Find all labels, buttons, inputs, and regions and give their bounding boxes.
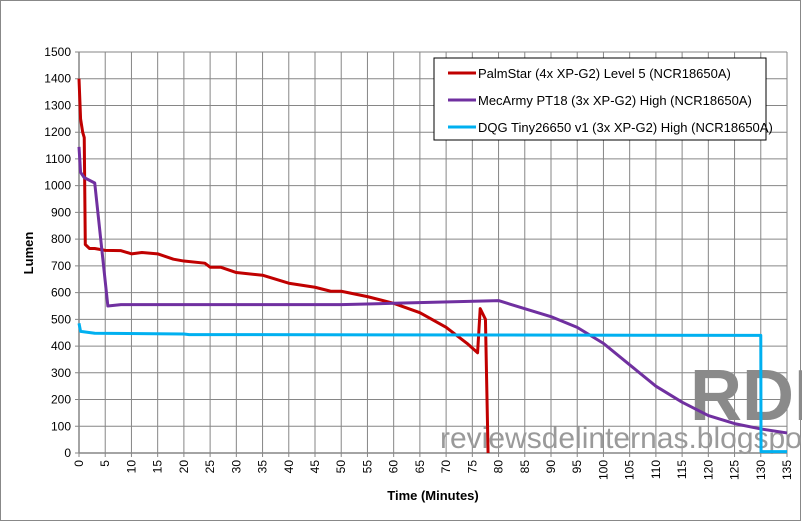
y-tick-label: 0 xyxy=(64,446,71,460)
x-tick-label: 105 xyxy=(623,460,637,480)
y-tick-label: 800 xyxy=(51,232,71,246)
x-tick-label: 115 xyxy=(675,460,689,479)
x-axis-title: Time (Minutes) xyxy=(387,488,479,503)
x-tick-label: 5 xyxy=(98,460,112,467)
y-tick-label: 200 xyxy=(51,393,71,407)
x-tick-label: 15 xyxy=(151,460,165,474)
x-tick-label: 80 xyxy=(492,460,506,474)
x-tick-label: 135 xyxy=(780,460,794,480)
x-tick-label: 25 xyxy=(203,460,217,474)
x-tick-label: 40 xyxy=(282,460,296,474)
x-tick-label: 50 xyxy=(334,460,348,474)
tick-labels: 0100200300400500600700800900100011001200… xyxy=(44,45,794,480)
y-tick-label: 700 xyxy=(51,259,71,273)
watermark: RDL reviewsdelinternas.blogspot.com xyxy=(440,356,802,455)
y-tick-label: 1100 xyxy=(45,152,71,166)
x-tick-label: 110 xyxy=(649,460,663,479)
legend-box xyxy=(433,57,767,141)
x-tick-label: 70 xyxy=(439,460,453,474)
y-tick-label: 300 xyxy=(51,366,71,380)
x-tick-label: 100 xyxy=(596,460,610,480)
y-tick-label: 1500 xyxy=(44,45,71,59)
x-tick-label: 35 xyxy=(256,460,270,474)
x-tick-label: 10 xyxy=(124,460,138,474)
x-tick-label: 130 xyxy=(754,460,768,480)
y-axis-title: Lumen xyxy=(21,232,36,275)
y-tick-label: 1400 xyxy=(44,72,71,86)
series-line-1 xyxy=(77,146,788,435)
x-tick-label: 95 xyxy=(570,460,584,474)
y-tick-label: 500 xyxy=(51,312,71,326)
x-tick-label: 75 xyxy=(465,460,479,474)
watermark-text: reviewsdelinternas.blogspot.com xyxy=(440,422,802,455)
watermark-logo: RDL xyxy=(690,356,802,436)
x-tick-label: 125 xyxy=(728,460,742,480)
y-tick-label: 400 xyxy=(51,339,71,353)
legend-label: DQG Tiny26650 v1 (3x XP-G2) High (NCR186… xyxy=(478,120,773,135)
x-tick-label: 0 xyxy=(72,460,86,467)
y-tick-label: 100 xyxy=(51,419,71,433)
x-tick-label: 85 xyxy=(518,460,532,474)
x-tick-label: 60 xyxy=(387,460,401,474)
legend-label: MecArmy PT18 (3x XP-G2) High (NCR18650A) xyxy=(478,93,752,108)
legend: PalmStar (4x XP-G2) Level 5 (NCR18650A) M… xyxy=(433,57,773,141)
series-line-0 xyxy=(77,78,490,454)
y-tick-label: 600 xyxy=(51,286,71,300)
y-tick-label: 1000 xyxy=(44,179,71,193)
y-tick-label: 1300 xyxy=(44,98,71,112)
x-tick-label: 30 xyxy=(229,460,243,474)
x-tick-label: 65 xyxy=(413,460,427,474)
x-tick-label: 45 xyxy=(308,460,322,474)
series-line-2 xyxy=(77,323,787,454)
legend-label: PalmStar (4x XP-G2) Level 5 (NCR18650A) xyxy=(478,66,731,81)
grid xyxy=(75,51,788,457)
x-tick-label: 120 xyxy=(701,460,715,480)
series xyxy=(77,78,788,454)
y-tick-label: 900 xyxy=(51,205,71,219)
x-tick-label: 90 xyxy=(544,460,558,474)
x-tick-label: 20 xyxy=(177,460,191,474)
x-tick-label: 55 xyxy=(360,460,374,474)
y-tick-label: 1200 xyxy=(44,125,71,139)
